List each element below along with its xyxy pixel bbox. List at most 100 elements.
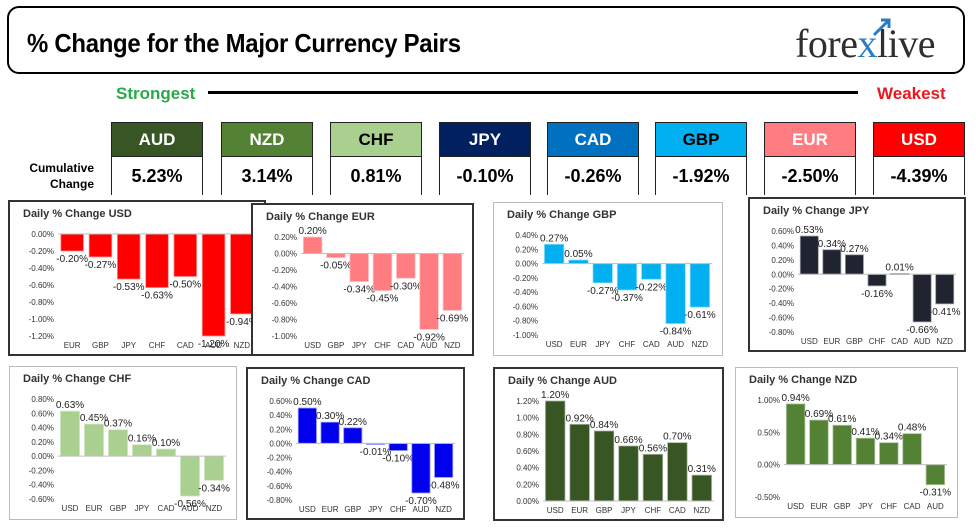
currency-code: NZD	[222, 123, 312, 156]
currency-box-jpy: JPY -0.10%	[439, 122, 531, 195]
x-tick-label: USD	[547, 506, 564, 515]
data-label: -0.56%	[174, 499, 206, 510]
x-tick-label: GBP	[110, 504, 127, 513]
bar-jpy	[592, 263, 613, 284]
data-label: 0.53%	[795, 225, 823, 236]
currency-box-nzd: NZD 3.14%	[221, 122, 313, 195]
data-label: -0.53%	[113, 282, 145, 293]
x-tick-label: CHF	[390, 505, 407, 514]
x-tick-label: USD	[62, 504, 79, 513]
bar-chart: -1.20%-1.00%-0.80%-0.60%-0.40%-0.20%0.00…	[29, 230, 258, 350]
y-tick-label: 0.80%	[31, 395, 54, 404]
y-tick-label: -0.80%	[513, 317, 538, 326]
x-tick-label: CAD	[891, 337, 908, 346]
y-tick-label: 0.60%	[771, 227, 794, 236]
y-tick-label: 0.00%	[771, 270, 794, 279]
data-label: 0.50%	[293, 397, 321, 408]
data-label: -0.41%	[929, 307, 961, 318]
data-label: -0.48%	[428, 480, 460, 491]
chart-panel-eur: Daily % Change EUR -1.00% -0.80% -0.60% -0.4…	[251, 203, 474, 356]
data-label: 0.92%	[565, 413, 593, 424]
data-label: -0.31%	[920, 488, 952, 499]
cumulative-change-value: -2.50%	[765, 156, 855, 195]
x-tick-label: EUR	[322, 505, 339, 514]
x-tick-label: NZD	[692, 340, 709, 349]
x-tick-label: AUD	[182, 504, 199, 513]
x-tick-label: JPY	[352, 341, 367, 350]
data-label: -0.94%	[226, 317, 258, 328]
bar-gbp	[343, 427, 363, 444]
bar-chf	[388, 443, 408, 451]
y-tick-label: 0.40%	[31, 424, 54, 433]
y-tick-label: 0.00%	[516, 497, 539, 506]
data-label: 0.20%	[298, 226, 326, 237]
y-tick-label: 0.60%	[516, 447, 539, 456]
data-label: 0.01%	[885, 263, 913, 274]
x-tick-label: EUR	[823, 337, 840, 346]
chart-title: Daily % Change JPY	[763, 205, 870, 217]
x-tick-label: JPY	[595, 340, 610, 349]
bar-eur	[84, 423, 105, 457]
bar-cad	[667, 442, 688, 502]
y-tick-label: 0.20%	[31, 438, 54, 447]
y-tick-label: -0.40%	[29, 481, 54, 490]
bar-jpy	[349, 253, 369, 282]
bar-chart: -1.00% -0.80% -0.60% -0.40% -0.20% 0.00% 0.20%…	[272, 226, 469, 350]
data-label: -0.27%	[587, 286, 619, 297]
bar-chart: -0.80%-0.60%-0.40%-0.20%0.00%0.20%0.40%0…	[769, 225, 961, 346]
y-tick-label: 0.20%	[516, 480, 539, 489]
x-tick-label: NZD	[694, 506, 711, 515]
y-tick-label: 1.00%	[516, 414, 539, 423]
chart-panel-cad: Daily % Change CAD -0.80% -0.60% -0.40% -0.2…	[246, 367, 465, 520]
x-tick-label: JPY	[368, 505, 383, 514]
x-tick-label: NZD	[234, 341, 251, 350]
y-tick-label: -0.40%	[272, 283, 297, 292]
y-tick-label: 0.40%	[516, 464, 539, 473]
x-tick-label: CHF	[149, 341, 166, 350]
x-tick-label: CHF	[869, 337, 886, 346]
bar-jpy	[132, 444, 153, 457]
y-tick-label: -0.60%	[272, 299, 297, 308]
y-tick-label: 1.20%	[516, 397, 539, 406]
y-tick-label: 0.20%	[274, 233, 297, 242]
y-tick-label: 0.00%	[757, 461, 780, 470]
bar-chart: 0.00% 0.20% 0.40% 0.60% 0.80% 1.00% 1.20%1.20%…	[516, 390, 716, 515]
data-label: 0.34%	[875, 432, 903, 443]
bar-aud	[179, 455, 200, 497]
x-tick-label: CAD	[643, 340, 660, 349]
data-label: 0.16%	[128, 434, 156, 445]
data-label: 0.30%	[316, 411, 344, 422]
x-tick-label: USD	[304, 341, 321, 350]
strength-scale-line	[208, 91, 858, 94]
y-tick-label: -0.80%	[272, 316, 297, 325]
chart-panel-jpy: Daily % Change JPY -0.80% -0.60% -0.40% -0.2…	[748, 197, 966, 352]
bar-usd	[302, 236, 323, 254]
x-tick-label: EUR	[810, 502, 827, 511]
x-tick-label: USD	[546, 340, 563, 349]
data-label: 0.34%	[818, 239, 846, 250]
chart-title: Daily % Change AUD	[508, 375, 618, 387]
y-tick-label: -1.20%	[29, 332, 54, 341]
x-tick-label: CHF	[645, 506, 662, 515]
currency-box-cad: CAD -0.26%	[547, 122, 639, 195]
data-label: -0.27%	[85, 260, 117, 271]
x-tick-label: NZD	[444, 341, 461, 350]
forexlive-logo: forexlive	[795, 21, 935, 66]
bar-eur	[809, 419, 829, 466]
data-label: -0.61%	[684, 310, 716, 321]
data-label: 0.69%	[805, 409, 833, 420]
bar-usd	[785, 403, 806, 466]
x-tick-label: AUD	[412, 505, 429, 514]
y-tick-label: -0.80%	[267, 496, 292, 505]
currency-code: GBP	[656, 123, 746, 156]
chart-title: Daily % Change GBP	[507, 209, 617, 221]
y-tick-label: -0.20%	[29, 247, 54, 256]
data-label: 0.27%	[540, 233, 568, 244]
y-tick-label: 0.80%	[516, 430, 539, 439]
bar-gbp	[845, 254, 864, 275]
x-tick-label: CAD	[669, 506, 686, 515]
y-tick-label: -0.50%	[755, 493, 780, 502]
bar-eur	[568, 259, 589, 264]
bar-gbp	[88, 233, 113, 258]
y-tick-label: -0.40%	[769, 299, 794, 308]
